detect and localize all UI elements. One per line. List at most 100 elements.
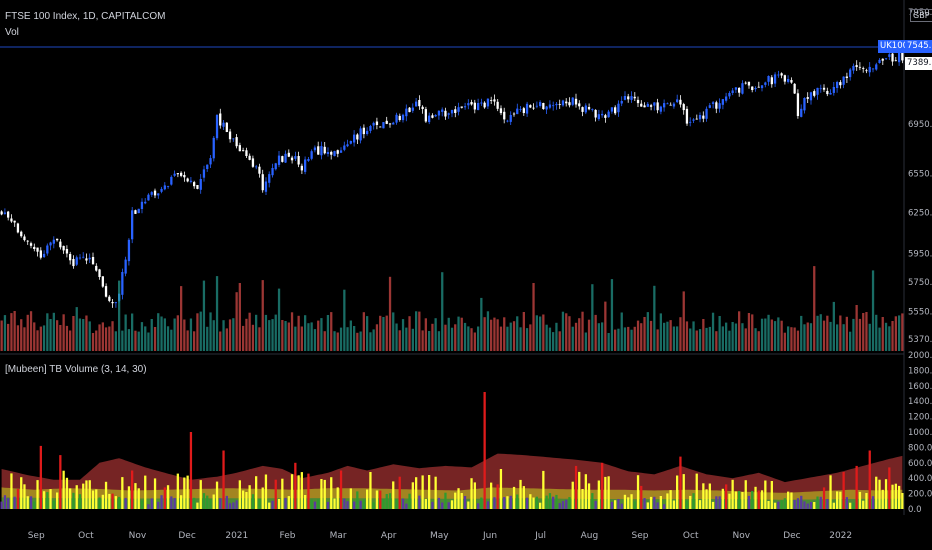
candle-body xyxy=(111,302,114,304)
volume-bar xyxy=(33,322,36,351)
candle-body xyxy=(23,236,26,241)
tb-hist-bar xyxy=(545,495,548,509)
candle-body xyxy=(480,102,483,104)
candle-body xyxy=(728,93,731,97)
candle-body xyxy=(176,173,179,175)
volume-bar xyxy=(689,328,692,351)
tb-hist-bar xyxy=(845,497,848,509)
volume-bar xyxy=(770,319,773,351)
volume-bar xyxy=(450,327,454,351)
tb-hist-bar xyxy=(26,496,29,509)
indicator-tick-label: 1000.0 xyxy=(908,428,932,438)
candle-body xyxy=(695,118,698,120)
candle-body xyxy=(581,107,584,112)
tb-hist-bar xyxy=(630,494,633,509)
tb-hist-bar xyxy=(274,479,277,509)
volume-bar xyxy=(467,326,470,351)
volume-bar xyxy=(849,331,852,351)
candle-body xyxy=(884,58,888,60)
currency-badge[interactable]: GBP xyxy=(910,9,932,22)
candle-body xyxy=(52,239,55,244)
volume-bar xyxy=(499,326,503,351)
candle-body xyxy=(431,115,434,118)
tb-hist-bar xyxy=(20,477,23,509)
volume-bar xyxy=(780,320,783,351)
candle-body xyxy=(561,100,565,106)
candle-body xyxy=(343,145,346,150)
tb-hist-bar xyxy=(137,488,140,509)
candle-body xyxy=(49,242,52,246)
indicator-title[interactable]: [Mubeen] TB Volume (3, 14, 30) xyxy=(5,364,147,375)
tb-hist-bar xyxy=(401,498,405,509)
tb-hist-bar xyxy=(480,497,483,509)
x-axis-label: 2022 xyxy=(829,531,852,541)
tb-hist-bar xyxy=(268,502,271,509)
tb-hist-bar xyxy=(587,483,591,509)
volume-bar xyxy=(646,312,649,351)
tb-hist-bar xyxy=(251,494,255,509)
volume-bar xyxy=(845,316,848,351)
volume-bar xyxy=(385,315,388,351)
volume-bar xyxy=(408,316,411,351)
candle-body xyxy=(209,158,212,165)
volume-bar xyxy=(901,313,904,351)
volume-bar xyxy=(428,331,431,351)
volume-bar xyxy=(69,330,72,351)
candle-body xyxy=(372,122,375,126)
candle-body xyxy=(790,80,793,83)
symbol-title[interactable]: FTSE 100 Index, 1D, CAPITALCOM xyxy=(5,11,166,22)
candle-body xyxy=(82,256,85,258)
candle-body xyxy=(339,150,343,153)
volume-bar xyxy=(884,322,888,351)
tb-hist-bar xyxy=(447,502,450,509)
volume-bar xyxy=(738,311,741,351)
tb-hist-bar xyxy=(418,495,421,509)
volume-bar xyxy=(111,321,114,351)
candle-body xyxy=(437,110,441,116)
candle-body xyxy=(215,115,219,139)
tb-hist-bar xyxy=(542,470,545,509)
tb-hist-bar xyxy=(463,496,467,509)
volume-bar xyxy=(506,326,509,351)
volume-bar xyxy=(463,322,467,351)
candle-body xyxy=(180,172,183,176)
candle-body xyxy=(800,108,803,117)
volume-legend[interactable]: Vol xyxy=(5,27,19,38)
tb-hist-bar xyxy=(75,485,78,509)
tb-hist-bar xyxy=(718,496,721,509)
tb-hist-bar xyxy=(663,504,666,509)
volume-bar xyxy=(836,324,839,351)
tb-hist-bar xyxy=(206,495,209,509)
candle-body xyxy=(421,106,424,109)
tb-hist-bar xyxy=(751,491,754,509)
volume-bar xyxy=(760,318,764,351)
volume-bar xyxy=(59,325,62,351)
tb-hist-bar xyxy=(33,501,36,509)
candle-body xyxy=(333,151,336,157)
tb-hist-bar xyxy=(548,493,552,509)
volume-bar xyxy=(888,326,891,351)
volume-bar xyxy=(767,314,770,351)
candle-body xyxy=(532,107,535,109)
x-axis-label: Dec xyxy=(178,531,195,541)
tb-hist-bar xyxy=(620,503,623,509)
tb-hist-bar xyxy=(95,489,98,509)
candle-body xyxy=(264,181,268,192)
candle-body xyxy=(346,144,349,147)
volume-bar xyxy=(163,318,166,351)
tb-hist-bar xyxy=(431,501,434,509)
candle-body xyxy=(245,150,248,156)
volume-bar xyxy=(574,322,578,351)
tb-hist-bar xyxy=(52,500,55,509)
tb-hist-bar xyxy=(382,499,385,509)
candle-body xyxy=(170,176,173,185)
volume-bar xyxy=(773,321,777,351)
volume-bar xyxy=(614,329,617,351)
tb-hist-bar xyxy=(82,483,85,509)
candle-body xyxy=(744,82,747,84)
volume-bar xyxy=(369,332,372,351)
volume-bar xyxy=(431,323,434,351)
candle-body xyxy=(134,210,137,214)
tb-hist-bar xyxy=(395,499,398,509)
